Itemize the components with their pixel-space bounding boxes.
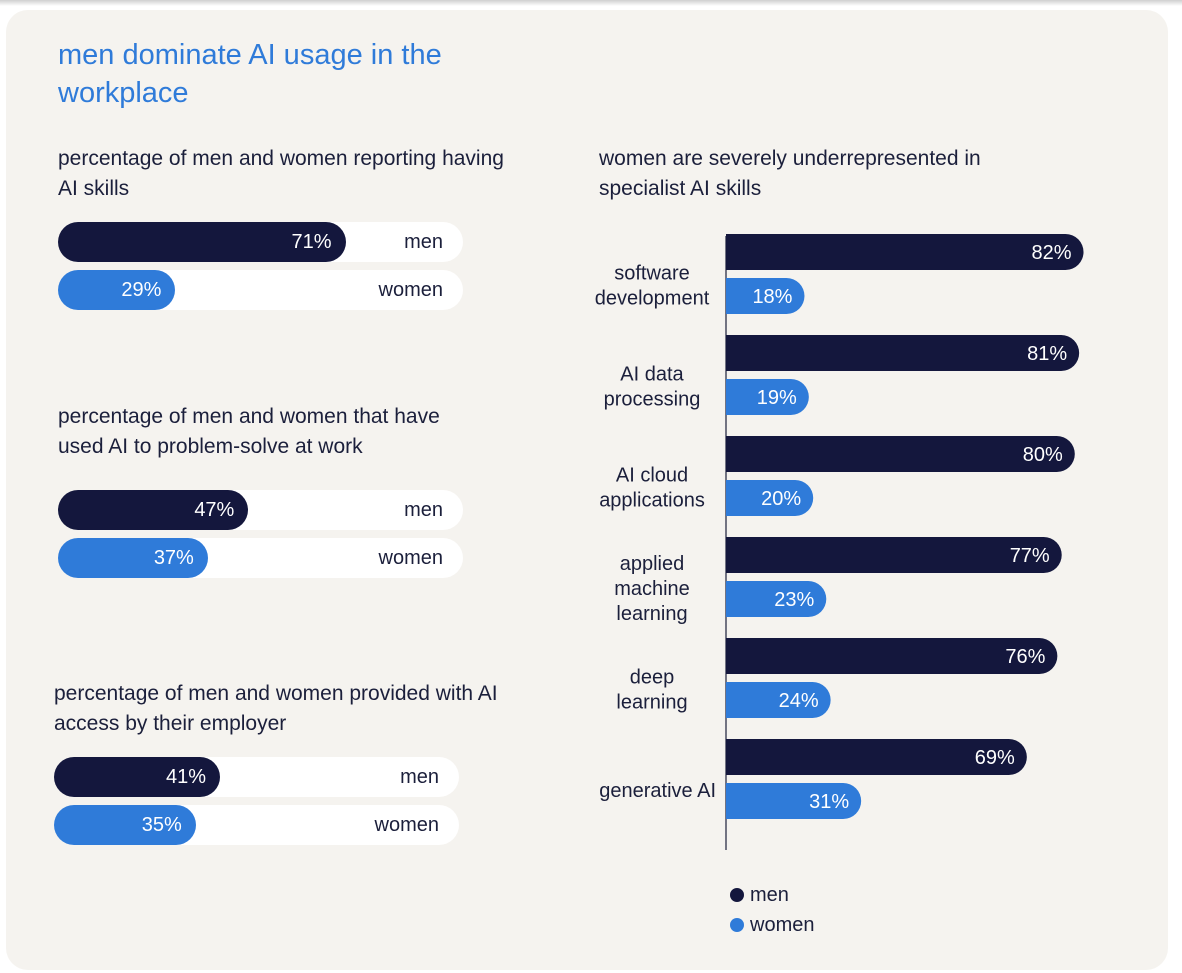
panel-specialist-skills-title: women are severely underrepresented in s… [599, 147, 981, 200]
problem-solve-men-track: 47% men [58, 490, 463, 530]
category-label-line: AI cloud [616, 465, 688, 487]
page-title: men dominate AI usage in the workplace [58, 39, 442, 109]
problem-solve-men-label: men [404, 498, 443, 521]
category-label-line: software [614, 263, 690, 285]
bar-men-square-end [726, 739, 746, 775]
category-label-line: applications [599, 490, 705, 512]
category-label-line: generative AI [599, 780, 716, 802]
bar-women [726, 682, 831, 718]
bar-men [726, 537, 1062, 573]
bar-men [726, 638, 1058, 674]
category-label-line: AI data [620, 364, 684, 386]
problem-solve-women-label: women [378, 546, 443, 569]
ai-access-women-bar: 35% [54, 805, 196, 845]
ai-skills-men-track: 71% men [58, 222, 463, 262]
problem-solve-men-value: 47% [194, 498, 235, 521]
ai-skills-women-bar: 29% [58, 270, 176, 310]
legend-item-women: women [730, 910, 814, 940]
ai-skills-men-label: men [404, 230, 443, 253]
bar-men-value-label: 80% [1023, 444, 1063, 466]
ai-skills-women-label: women [378, 278, 443, 301]
bar-men-square-end [726, 335, 746, 371]
bar-women-value-label: 24% [779, 690, 819, 712]
bar-women-value-label: 20% [761, 488, 801, 510]
ai-skills-men-bar: 71% [58, 222, 346, 262]
problem-solve-women-track: 37% women [58, 538, 463, 578]
legend-men-swatch [730, 888, 744, 902]
panel-ai-access-title: percentage of men and women provided wit… [54, 682, 498, 735]
bar-women [726, 480, 814, 516]
legend-item-men: men [730, 880, 814, 910]
bar-men-square-end [726, 537, 746, 573]
bar-women-value-label: 19% [757, 387, 797, 409]
bar-women-square-end [726, 783, 746, 819]
ai-access-men-value: 41% [166, 765, 207, 788]
bar-men-square-end [726, 638, 746, 674]
panel-problem-solve-title: percentage of men and women that have us… [58, 405, 440, 458]
category-label: software development [595, 263, 710, 310]
bar-men-value-label: 76% [1005, 646, 1045, 668]
problem-solve-women-value: 37% [153, 546, 194, 569]
ai-skills-men-value: 71% [291, 230, 332, 253]
category-label: AI cloud applications [599, 465, 705, 512]
bar-women-value-label: 18% [752, 286, 792, 308]
ai-access-men-track: 41% men [54, 757, 459, 797]
ai-skills-women-value: 29% [121, 278, 162, 301]
bar-men [726, 436, 1075, 472]
category-label-line: learning [616, 603, 687, 625]
bar-women-square-end [726, 682, 746, 718]
bar-men [726, 234, 1084, 270]
category-label-line: development [595, 288, 710, 310]
bar-women-value-label: 31% [809, 791, 849, 813]
bar-men-square-end [726, 436, 746, 472]
bar-men-square-end [726, 234, 746, 270]
bar-women-square-end [726, 379, 746, 415]
top-rule [0, 0, 1182, 6]
bar-women [726, 581, 827, 617]
ai-access-women-value: 35% [141, 813, 182, 836]
bar-men-value-label: 77% [1010, 545, 1050, 567]
legend-women-label: women [750, 913, 815, 936]
bar-men-value-label: 69% [975, 747, 1015, 769]
category-label-line: applied [620, 553, 685, 575]
ai-access-women-track: 35% women [54, 805, 459, 845]
bar-women-square-end [726, 278, 746, 314]
category-label: deep learning [616, 667, 687, 714]
bar-women [726, 783, 862, 819]
category-label-line: learning [616, 692, 687, 714]
category-label-line: processing [604, 389, 701, 411]
ai-access-men-bar: 41% [54, 757, 221, 797]
category-label: generative AI [599, 780, 716, 802]
category-label-line: machine [614, 578, 690, 600]
bar-men-value-label: 81% [1027, 343, 1067, 365]
bar-men [726, 335, 1080, 371]
legend-men-label: men [750, 883, 789, 906]
bar-women [726, 379, 809, 415]
bar-women-square-end [726, 480, 746, 516]
bar-women-square-end [726, 581, 746, 617]
ai-access-women-label: women [374, 813, 439, 836]
bar-men-value-label: 82% [1031, 242, 1071, 264]
category-label: applied machine learning [614, 553, 690, 625]
bar-women-value-label: 23% [774, 589, 814, 611]
ai-access-men-label: men [400, 765, 439, 788]
panel-ai-skills-title: percentage of men and women reporting ha… [58, 147, 504, 200]
category-label-line: deep [630, 667, 675, 689]
bar-men [726, 739, 1027, 775]
category-label: AI data processing [604, 364, 701, 411]
problem-solve-men-bar: 47% [58, 490, 249, 530]
legend: men women [730, 880, 814, 940]
problem-solve-women-bar: 37% [58, 538, 208, 578]
legend-women-swatch [730, 918, 744, 932]
ai-skills-women-track: 29% women [58, 270, 463, 310]
